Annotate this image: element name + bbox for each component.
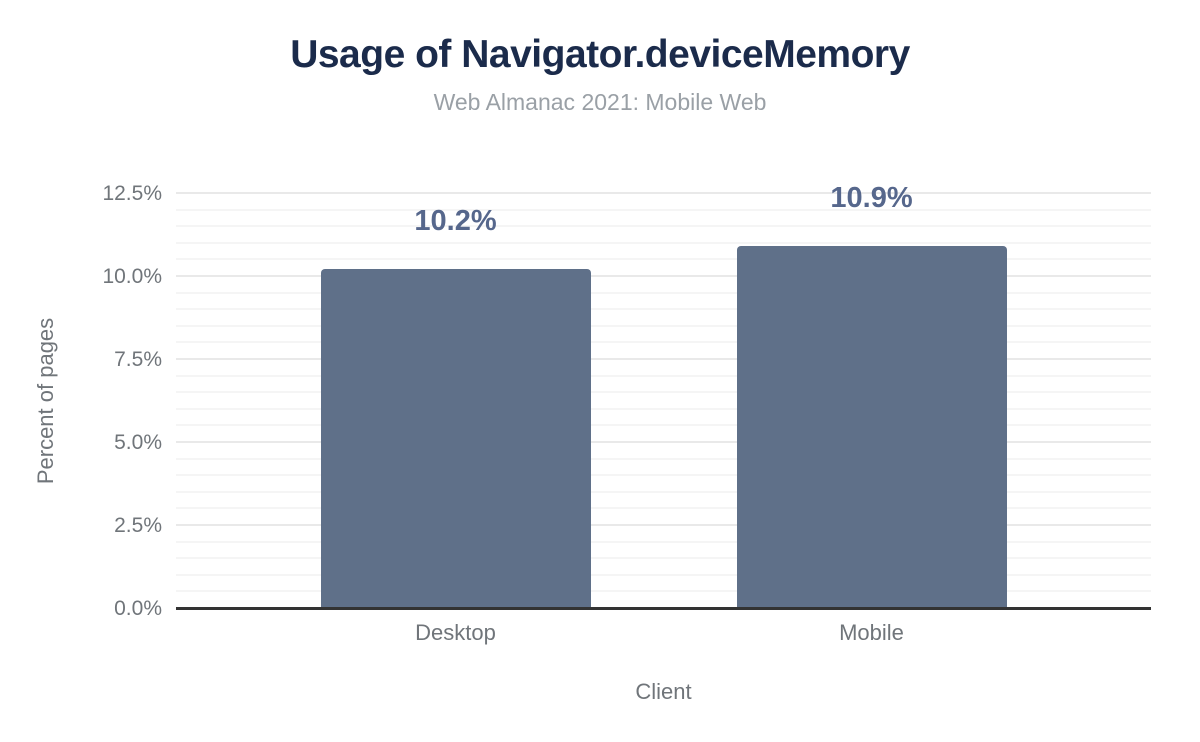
minor-gridline [176, 490, 1151, 493]
y-tick-label: 5.0% [114, 431, 162, 454]
major-gridline [176, 358, 1151, 360]
major-gridline [176, 192, 1151, 194]
bar-value-label: 10.2% [414, 205, 497, 238]
chart-title: Usage of Navigator.deviceMemory [290, 33, 910, 76]
y-tick-label: 0.0% [114, 597, 162, 620]
minor-gridline [176, 474, 1151, 477]
minor-gridline [176, 208, 1151, 211]
minor-gridline [176, 225, 1151, 228]
major-gridline [176, 441, 1151, 443]
minor-gridline [176, 324, 1151, 327]
minor-gridline [176, 573, 1151, 576]
bar-desktop [320, 269, 591, 608]
minor-gridline [176, 407, 1151, 410]
bar-value-label: 10.9% [830, 182, 913, 215]
minor-gridline [176, 374, 1151, 377]
minor-gridline [176, 590, 1151, 593]
minor-gridline [176, 540, 1151, 543]
minor-gridline [176, 391, 1151, 394]
minor-gridline [176, 507, 1151, 510]
x-tick-label: Mobile [839, 620, 904, 645]
minor-gridline [176, 241, 1151, 244]
minor-gridline [176, 258, 1151, 261]
x-tick-label: Desktop [415, 620, 496, 645]
minor-gridline [176, 291, 1151, 294]
y-tick-label: 10.0% [102, 265, 162, 288]
y-axis-title-text: Percent of pages [33, 317, 58, 485]
chart-subtitle: Web Almanac 2021: Mobile Web [433, 89, 767, 115]
y-tick-label: 7.5% [114, 348, 162, 371]
x-axis-line [176, 607, 1151, 610]
minor-gridline [176, 341, 1151, 344]
minor-gridline [176, 557, 1151, 560]
minor-gridline [176, 308, 1151, 311]
minor-gridline [176, 457, 1151, 460]
major-gridline [176, 524, 1151, 526]
minor-gridline [176, 424, 1151, 427]
y-tick-label: 2.5% [114, 514, 162, 537]
bar-mobile [736, 246, 1007, 608]
major-gridline [176, 275, 1151, 277]
x-axis-title: Client [635, 679, 692, 704]
y-tick-label: 12.5% [102, 182, 162, 205]
